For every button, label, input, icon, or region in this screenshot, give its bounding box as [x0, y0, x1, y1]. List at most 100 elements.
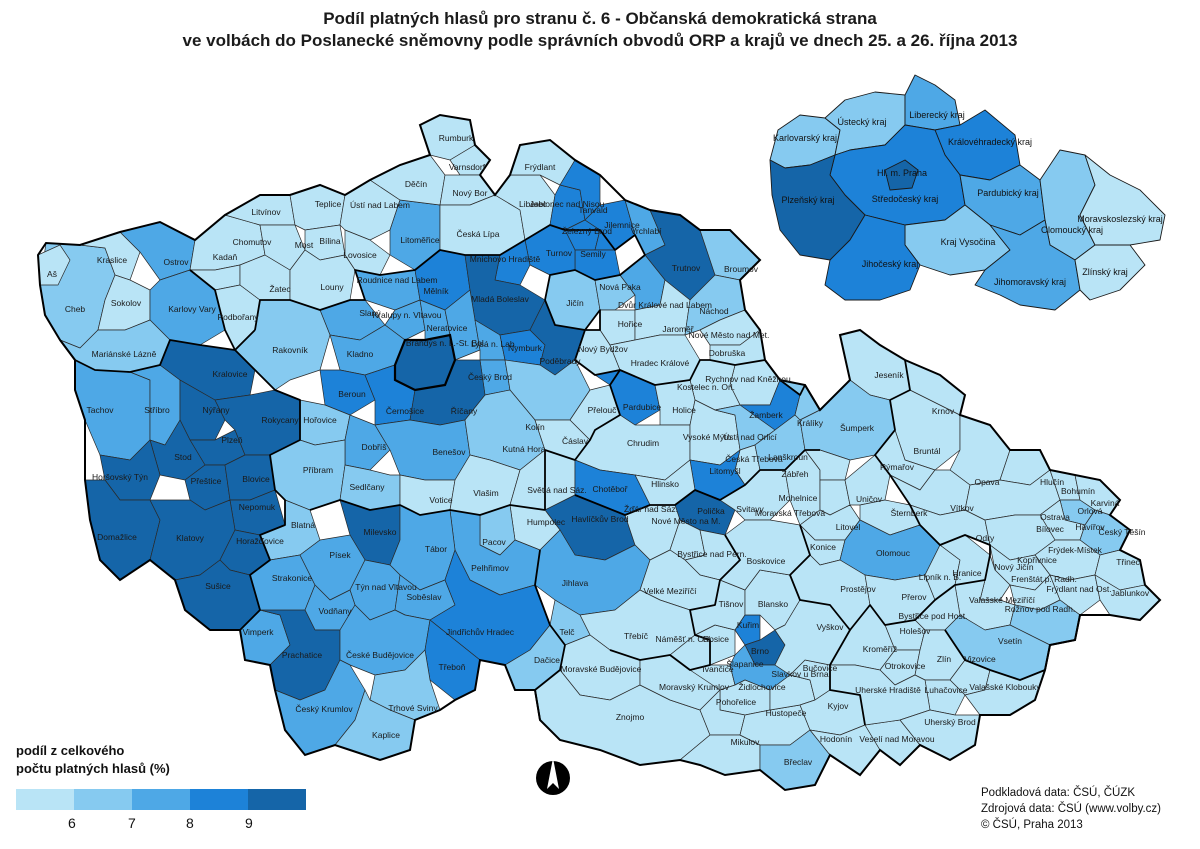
label-sedlcany: Sedlčany [350, 482, 386, 492]
label-sokolov: Sokolov [111, 298, 142, 308]
label-strakonice: Strakonice [272, 573, 312, 583]
label-chrudim: Chrudim [627, 438, 659, 448]
orp-labels: Rumburk Varnsdorf Frýdlant Děčín Nový Bo… [47, 133, 1150, 767]
legend-tick-9: 9 [245, 815, 253, 831]
label-holice: Holice [672, 405, 696, 415]
label-rumburk: Rumburk [439, 133, 474, 143]
label-kaplice: Kaplice [372, 730, 400, 740]
label-opava: Opava [974, 477, 999, 487]
label-boskovice: Boskovice [747, 556, 786, 566]
label-kraliky: Králíky [797, 418, 824, 428]
label-hustopece: Hustopeče [766, 708, 807, 718]
inset-label-praha: Hl. m. Praha [877, 168, 927, 178]
label-hranice: Hranice [952, 568, 982, 578]
label-stod: Stod [174, 452, 192, 462]
kraje-inset-map [769, 74, 1166, 311]
label-tisnov: Tišnov [719, 599, 744, 609]
label-kolin: Kolín [525, 422, 545, 432]
label-holesov: Holešov [900, 626, 931, 636]
title-line-1: Podíl platných hlasů pro stranu č. 6 - O… [323, 9, 877, 28]
kraj-moravskoslezsky[interactable] [1079, 154, 1166, 246]
label-luhacovice: Luhačovice [924, 685, 967, 695]
label-pardubice: Pardubice [623, 402, 662, 412]
kraj-zlinsky[interactable] [1074, 244, 1146, 301]
label-litomerice: Litoměřice [400, 235, 439, 245]
label-frydlant-nad-ost: Frýdlant nad Ost. [1046, 584, 1111, 594]
inset-label-olomoucky: Olomoucký kraj [1041, 225, 1103, 235]
label-nymburk: Nymburk [508, 343, 543, 353]
label-valasske-mezirici: Valašské Meziříčí [969, 595, 1036, 605]
label-rakovnik: Rakovník [272, 345, 308, 355]
legend-swatch-4 [190, 789, 248, 810]
label-trinec: Třinec [1116, 557, 1140, 567]
label-slapanice: Šlapanice [726, 659, 764, 669]
label-plzen: Plzeň [221, 435, 243, 445]
label-kurim: Kuřim [737, 620, 759, 630]
label-prachatice: Prachatice [282, 650, 322, 660]
label-pribram: Příbram [303, 465, 333, 475]
inset-label-moravskoslezsky: Moravskoslezský kraj [1077, 214, 1163, 224]
label-pacov: Pacov [482, 537, 506, 547]
label-trutnov: Trutnov [672, 263, 701, 273]
label-tyn: Týn nad Vltavou [355, 582, 417, 592]
label-horsovsky-tyn: Horšovský Týn [92, 472, 148, 482]
label-louny: Louny [320, 282, 344, 292]
north-arrow-icon [536, 758, 570, 795]
kraj-liberecky[interactable] [904, 74, 961, 131]
label-bilina: Bílina [319, 236, 341, 246]
label-roudnice: Roudnice nad Labem [357, 275, 438, 285]
label-vrchlabi: Vrchlabí [631, 226, 663, 236]
kraj-jihocesky[interactable] [824, 214, 921, 301]
label-beroun: Beroun [338, 389, 366, 399]
label-karlovy-vary: Karlovy Vary [168, 304, 216, 314]
label-karvina: Karviná [1091, 498, 1120, 508]
region-pribram[interactable] [269, 439, 346, 511]
label-lanskroun: Lanškroun [768, 452, 808, 462]
legend-swatch-3 [132, 789, 190, 810]
label-podebrady: Poděbrady [539, 356, 581, 366]
label-stribro: Stříbro [144, 405, 170, 415]
label-horazdovice: Horažďovice [236, 536, 284, 546]
label-nam-n-osl: Náměšť n. Osl. [655, 634, 712, 644]
label-novy-bor: Nový Bor [453, 188, 488, 198]
label-brno: Brno [751, 646, 769, 656]
label-blovice: Blovice [242, 474, 270, 484]
label-frydlant: Frýdlant [525, 162, 556, 172]
label-prestice: Přeštice [191, 476, 222, 486]
legend-swatch-1 [16, 789, 74, 810]
label-moravska-trebova: Moravská Třebová [755, 508, 826, 518]
credit-source-base: Podkladová data: ČSÚ, ČÚZK [981, 787, 1136, 799]
label-sternberk: Šternberk [891, 508, 929, 518]
label-benesov: Benešov [432, 447, 466, 457]
label-sobeslav: Soběslav [407, 592, 443, 602]
label-tabor: Tábor [425, 544, 447, 554]
label-rosice: Rosice [703, 634, 729, 644]
label-prerov: Přerov [901, 592, 927, 602]
label-cesky-tesin: Český Těšín [1098, 527, 1145, 537]
label-varnsdorf: Varnsdorf [449, 162, 486, 172]
label-susice: Sušice [205, 581, 231, 591]
label-pohorelice: Pohořelice [716, 697, 756, 707]
region-kurim[interactable] [734, 614, 761, 646]
label-bohumin: Bohumín [1061, 486, 1095, 496]
label-pelhrimov: Pelhřimov [471, 563, 510, 573]
kraj-praha[interactable] [884, 159, 919, 191]
label-blansko: Blansko [758, 599, 789, 609]
label-votice: Votice [429, 495, 452, 505]
legend-title-line-1: podíl z celkového [16, 743, 125, 758]
legend-color-bar [16, 789, 306, 810]
label-rymarov: Rýmařov [880, 462, 915, 472]
region-stod[interactable] [149, 419, 206, 481]
label-konice: Konice [810, 542, 836, 552]
praha-outline [393, 333, 457, 392]
label-krnov: Krnov [932, 406, 955, 416]
inset-label-zlinsky: Zlínský kraj [1082, 267, 1128, 277]
country-border [36, 113, 1162, 792]
label-policka: Polička [697, 506, 725, 516]
label-uherske-hradiste: Uherské Hradiště [855, 685, 921, 695]
label-vitkov: Vítkov [950, 503, 974, 513]
label-lovosice: Lovosice [343, 250, 377, 260]
label-ostrava: Ostrava [1040, 512, 1070, 522]
label-lysa: Lysá n. Lab. [471, 339, 517, 349]
label-trhove-sviny: Trhové Sviny [388, 703, 438, 713]
